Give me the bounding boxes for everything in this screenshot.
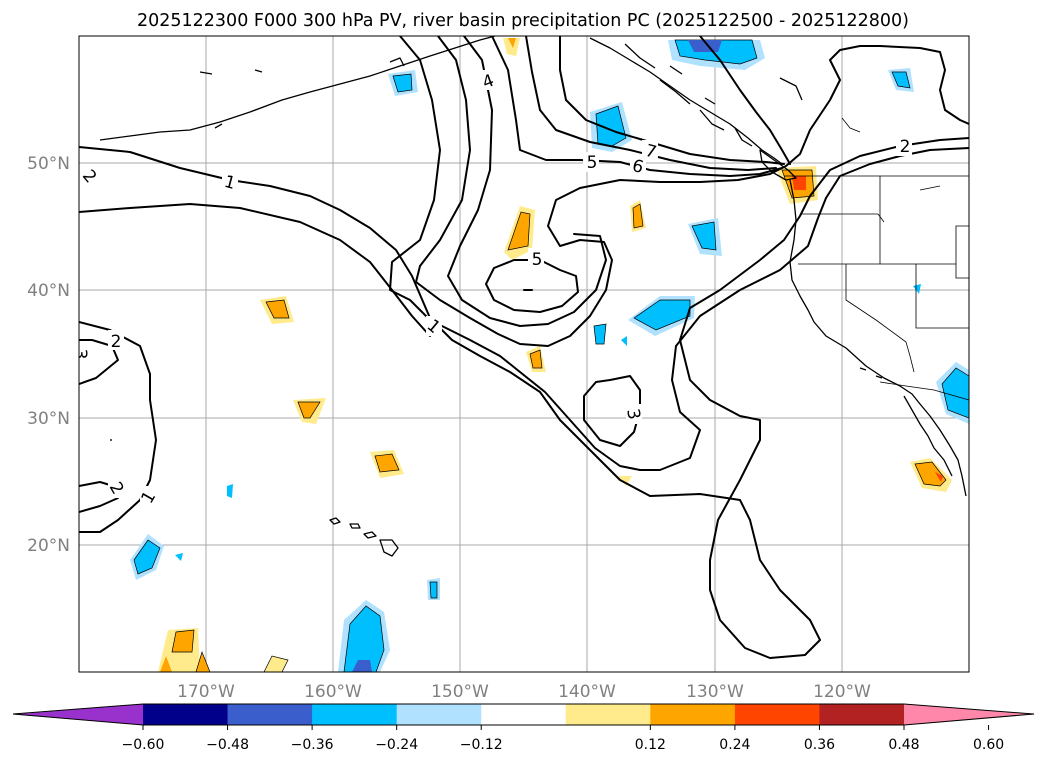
contour-label: 3 <box>70 344 90 364</box>
gridlines <box>79 36 969 672</box>
map-panel: 1 1 1 2 2 <box>70 35 970 673</box>
lat-axis: 50°N 40°N 30°N 20°N <box>27 154 70 556</box>
lon-label: 150°W <box>431 682 489 702</box>
colorbar-tick-label: 0.12 <box>635 737 666 753</box>
contour-label: 1 <box>222 170 238 194</box>
pv-contours <box>79 36 969 659</box>
contour-label: 1 <box>423 316 444 338</box>
precip-blob <box>343 605 385 672</box>
lon-label: 170°W <box>177 682 235 702</box>
contour-label: 2 <box>105 478 128 498</box>
colorbar-ticks: −0.60 −0.48 −0.36 −0.24 −0.12 0.12 0.24 0.36 0.4… <box>122 725 1004 753</box>
lon-label: 130°W <box>686 682 744 702</box>
lon-axis: 170°W 160°W 150°W 140°W 130°W 120°W <box>177 682 871 702</box>
precip-blob <box>503 38 520 56</box>
contour-label: 3 <box>622 404 644 424</box>
precip-blob <box>227 484 233 498</box>
contour-label: 1 <box>137 486 160 507</box>
colorbar-segment <box>396 704 482 725</box>
contour-label: 2 <box>108 330 124 352</box>
contour-label: 5 <box>528 248 544 270</box>
colorbar-tick-label: 0.48 <box>888 737 919 753</box>
colorbar-segment <box>650 704 736 725</box>
contour-label: 5 <box>583 152 599 173</box>
precip-blob <box>352 660 372 672</box>
precip-blob <box>175 553 183 561</box>
precip-blob <box>792 176 806 190</box>
precip-blob <box>263 655 289 672</box>
precip-blob <box>160 656 172 672</box>
contour-label: 2 <box>79 166 100 187</box>
precip-blob <box>529 349 543 369</box>
map-frame <box>78 35 970 673</box>
precip-blob <box>507 211 531 251</box>
precip-blob <box>941 367 969 419</box>
colorbar-extend-low <box>13 704 143 725</box>
coastlines <box>99 36 969 557</box>
contour-label: 2 <box>896 136 912 157</box>
precip-blob <box>297 401 321 419</box>
svg-text:2: 2 <box>900 137 911 157</box>
svg-text:5: 5 <box>587 153 598 173</box>
lon-label: 120°W <box>813 682 871 702</box>
colorbar-tick-label: 0.24 <box>719 737 750 753</box>
precip-blob <box>508 38 516 48</box>
colorbar: −0.60 −0.48 −0.36 −0.24 −0.12 0.12 0.24 0.36 0.4… <box>12 703 1035 753</box>
figure-title: 2025122300 F000 300 hPa PV, river basin … <box>137 11 909 31</box>
lat-label: 30°N <box>27 409 70 429</box>
precip-blob <box>429 581 438 599</box>
contour-label: 6 <box>630 156 646 178</box>
colorbar-segment <box>312 704 398 725</box>
colorbar-segment <box>143 704 229 725</box>
colorbar-segment <box>819 704 905 725</box>
colorbar-tick-label: −0.60 <box>122 737 165 753</box>
svg-text:5: 5 <box>532 250 543 270</box>
precip-blob <box>935 472 943 482</box>
svg-text:3: 3 <box>622 407 644 421</box>
precip-blob <box>891 71 911 89</box>
contour-labels: 1 1 1 2 2 <box>70 70 912 507</box>
precip-blob <box>265 299 290 319</box>
lat-label: 40°N <box>27 281 70 301</box>
colorbar-tick-label: −0.12 <box>460 737 503 753</box>
precip-blob <box>374 453 400 473</box>
svg-text:6: 6 <box>630 156 646 178</box>
colorbar-tick-label: 0.60 <box>973 737 1004 753</box>
colorbar-extend-high <box>904 704 1034 725</box>
precip-blob <box>688 40 722 52</box>
precip-blob <box>913 284 921 294</box>
precip-blob <box>392 73 413 93</box>
map-background <box>79 36 969 672</box>
lat-label: 20°N <box>27 536 70 556</box>
colorbar-segment <box>481 704 567 725</box>
colorbar-segment <box>227 704 313 725</box>
svg-text:1: 1 <box>222 172 238 194</box>
precip-blob <box>632 203 644 229</box>
lon-label: 140°W <box>558 682 616 702</box>
colorbar-segments <box>13 704 1034 725</box>
colorbar-tick-label: −0.24 <box>375 737 418 753</box>
precip-blob <box>618 476 632 486</box>
svg-text:3: 3 <box>70 349 90 360</box>
precip-blob <box>133 539 161 575</box>
precip-blob <box>171 629 195 653</box>
contour-label: 4 <box>480 70 497 93</box>
colorbar-tick-label: −0.36 <box>291 737 334 753</box>
colorbar-segment <box>565 704 651 725</box>
colorbar-segment <box>734 704 820 725</box>
precip-blob <box>621 336 627 346</box>
precip-blob <box>691 221 717 251</box>
colorbar-tick-label: −0.48 <box>206 737 249 753</box>
precip-blob <box>914 461 947 487</box>
lat-label: 50°N <box>27 154 70 174</box>
precip-blob <box>195 650 211 672</box>
colorbar-tick-label: 0.36 <box>804 737 835 753</box>
svg-text:2: 2 <box>111 332 122 352</box>
lon-label: 160°W <box>304 682 362 702</box>
precip-blob <box>595 105 627 147</box>
precip-blob <box>593 323 607 345</box>
svg-text:7: 7 <box>643 141 659 163</box>
contour-label: 7 <box>642 140 659 163</box>
